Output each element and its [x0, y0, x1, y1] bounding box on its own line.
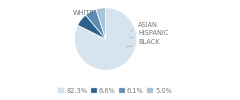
Text: ASIAN: ASIAN	[131, 22, 158, 31]
Text: HISPANIC: HISPANIC	[130, 30, 169, 38]
Wedge shape	[96, 8, 106, 39]
Wedge shape	[74, 8, 137, 70]
Text: BLACK: BLACK	[126, 39, 160, 47]
Text: WHITE: WHITE	[73, 10, 98, 16]
Legend: 82.3%, 6.6%, 6.1%, 5.0%: 82.3%, 6.6%, 6.1%, 5.0%	[56, 85, 175, 97]
Wedge shape	[86, 9, 106, 39]
Wedge shape	[78, 15, 106, 39]
